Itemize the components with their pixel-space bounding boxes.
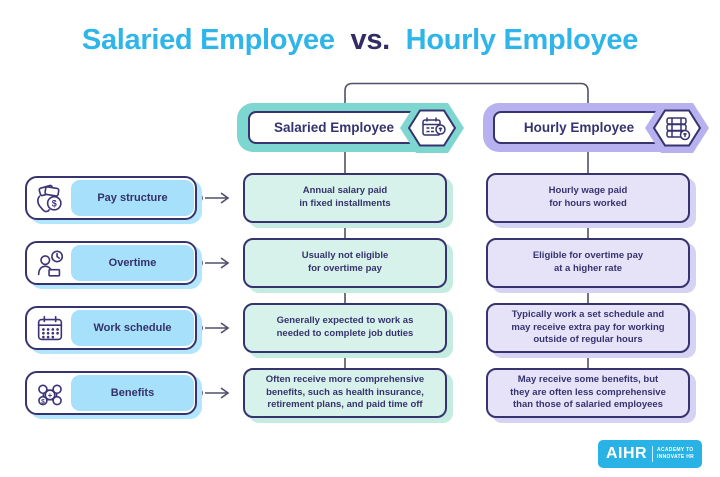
row-pay-structure: $ Pay structure	[25, 176, 197, 220]
hourly-cell-benefits: May receive some benefits, but they are …	[486, 368, 690, 418]
row-pill: Overtime	[71, 245, 194, 281]
arrow-overtime	[205, 257, 230, 269]
row-pill: Pay structure	[71, 180, 194, 216]
salary-calendar-icon	[400, 103, 464, 153]
svg-text:$: $	[41, 398, 45, 405]
arrow-pay-structure	[205, 192, 230, 204]
cash-bundle-icon	[645, 103, 709, 153]
title-hourly: Hourly Employee	[405, 24, 639, 56]
aihr-logo-tagline: ACADEMY TO INNOVATE HR	[657, 447, 694, 462]
title-vs: vs.	[350, 24, 390, 56]
salaried-header-label: Salaried Employee	[248, 111, 420, 144]
row-pill: Work schedule	[71, 310, 194, 346]
arrow-work-schedule	[205, 322, 230, 334]
row-label-overtime: Overtime	[108, 257, 157, 269]
hourly-cell-work-schedule: Typically work a set schedule and may re…	[486, 303, 690, 353]
row-label-benefits: Benefits	[110, 387, 155, 399]
row-benefits: + $ Benefits	[25, 371, 197, 415]
top-bracket-line	[344, 82, 589, 103]
page-title: Salaried Employee vs. Hourly Employee	[0, 24, 720, 57]
aihr-logo: AIHR ACADEMY TO INNOVATE HR	[598, 440, 702, 468]
hourly-cell-pay-structure: Hourly wage paid for hours worked	[486, 173, 690, 223]
tagline-line-1: ACADEMY TO	[657, 446, 694, 453]
svg-text:+: +	[48, 391, 53, 400]
pay-structure-icon: $	[37, 184, 62, 213]
title-salaried: Salaried Employee	[81, 24, 335, 56]
tagline-line-2: INNOVATE HR	[657, 454, 695, 460]
svg-text:$: $	[52, 199, 57, 209]
hourly-header-label: Hourly Employee	[493, 111, 665, 144]
work-schedule-icon	[37, 315, 63, 341]
row-overtime: Overtime	[25, 241, 197, 285]
salaried-cell-work-schedule: Generally expected to work as needed to …	[243, 303, 447, 353]
arrow-benefits	[205, 387, 230, 399]
row-label-pay-structure: Pay structure	[97, 192, 168, 204]
overtime-icon	[37, 250, 64, 277]
salaried-cell-benefits: Often receive more comprehensive benefit…	[243, 368, 447, 418]
row-label-work-schedule: Work schedule	[93, 322, 172, 334]
aihr-logo-brand: AIHR	[605, 445, 648, 462]
salaried-cell-overtime: Usually not eligible for overtime pay	[243, 238, 447, 288]
salaried-cell-pay-structure: Annual salary paid in fixed installments	[243, 173, 447, 223]
row-work-schedule: Work schedule	[25, 306, 197, 350]
benefits-icon: + $	[38, 384, 62, 405]
logo-divider	[652, 446, 654, 462]
row-pill: Benefits	[71, 375, 194, 411]
hourly-cell-overtime: Eligible for overtime pay at a higher ra…	[486, 238, 690, 288]
